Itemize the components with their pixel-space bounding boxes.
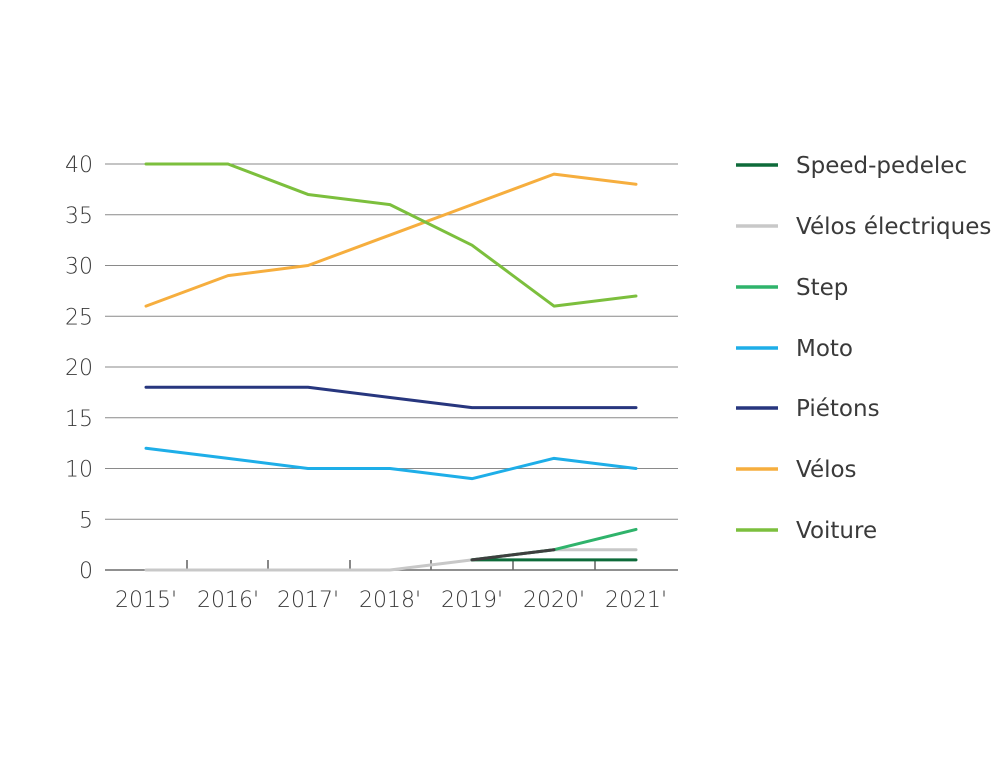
y-tick-label: 15 — [65, 407, 93, 432]
legend-label: Vélos électriques — [796, 214, 991, 240]
legend-item-pi-tons: Piétons — [736, 396, 880, 422]
legend-item-speed-pedelec: Speed-pedelec — [736, 153, 967, 179]
y-tick-label: 30 — [65, 255, 93, 280]
y-axis: 0 5 10 15 20 25 30 35 40 — [65, 153, 93, 584]
legend-item-voiture: Voiture — [736, 518, 877, 544]
legend-item-step: Step — [736, 275, 848, 301]
series-line-pi-tons — [144, 385, 638, 410]
x-tick-label: 2017' — [277, 588, 339, 613]
series-line-v-los — [144, 172, 638, 308]
y-tick-label: 40 — [65, 153, 93, 178]
x-axis: 2015' 2016' 2017' 2018' 2019' 2020' 2021' — [115, 560, 667, 613]
grid-lines — [105, 163, 678, 571]
series-line-step — [470, 527, 638, 562]
overlap-segment — [470, 548, 556, 562]
x-tick-label: 2018' — [359, 588, 421, 613]
legend-item-v-los-lectriques: Vélos électriques — [736, 214, 991, 240]
x-tick-label: 2019' — [441, 588, 503, 613]
y-tick-label: 0 — [79, 559, 93, 584]
series-lines — [144, 162, 638, 572]
legend-label: Speed-pedelec — [796, 153, 967, 179]
x-tick-label: 2021' — [605, 588, 667, 613]
x-tick-label: 2015' — [115, 588, 177, 613]
legend-label: Piétons — [796, 396, 880, 422]
x-tick-label: 2020' — [523, 588, 585, 613]
y-tick-label: 10 — [65, 458, 93, 483]
legend: Speed-pedelec Vélos électriques Step Moto Pi… — [736, 153, 991, 544]
series-line-moto — [144, 446, 638, 481]
y-tick-label: 25 — [65, 305, 93, 330]
legend-label: Moto — [796, 336, 853, 362]
legend-label: Step — [796, 275, 848, 301]
y-tick-label: 20 — [65, 356, 93, 381]
legend-label: Vélos — [796, 457, 857, 483]
y-tick-label: 5 — [79, 508, 93, 533]
series-line-voiture — [144, 162, 638, 308]
x-tick-label: 2016' — [197, 588, 259, 613]
y-tick-label: 35 — [65, 204, 93, 229]
legend-label: Voiture — [796, 518, 877, 544]
legend-item-v-los: Vélos — [736, 457, 857, 483]
legend-item-moto: Moto — [736, 336, 853, 362]
